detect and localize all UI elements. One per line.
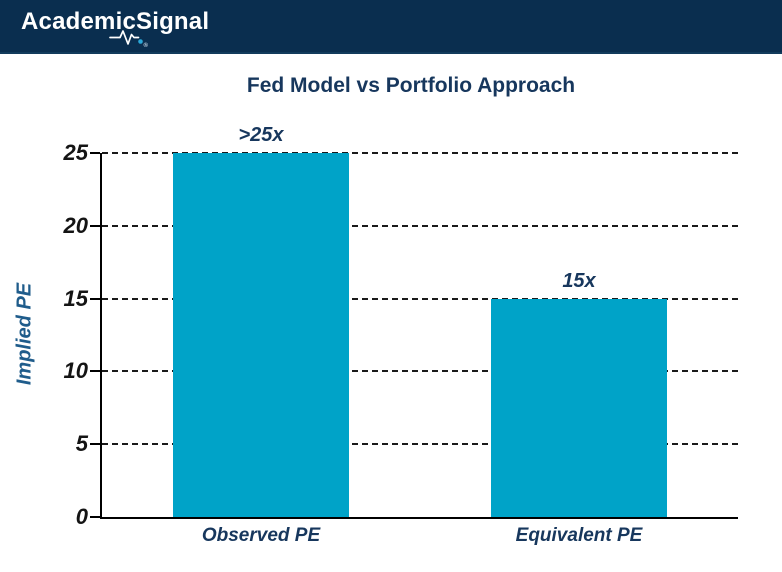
y-tick-label-5: 5 [75, 431, 88, 457]
app-header: AcademicSignal ® [0, 0, 782, 54]
logo-text-signal-wrap: Signal ® [109, 8, 210, 49]
y-tick-5 [90, 443, 100, 446]
gridline-15 [102, 297, 738, 300]
y-tick-label-0: 0 [75, 504, 88, 529]
x-category-label-1: Observed PE [201, 525, 321, 546]
bar-2 [491, 298, 667, 517]
logo: AcademicSignal ® [21, 8, 210, 49]
logo-text-signal: Signal [136, 8, 210, 35]
pulse-dot [138, 39, 143, 44]
gridline-25 [102, 152, 738, 154]
y-tick-label-20: 20 [63, 212, 88, 238]
gridline-5 [102, 443, 738, 446]
y-tick-10 [90, 370, 100, 373]
y-tick-20 [90, 224, 100, 227]
y-tick-label-10: 10 [63, 358, 88, 384]
bar-value-label-1: >25x [238, 124, 284, 146]
y-axis-title: Implied PE [13, 282, 36, 386]
y-tick-25 [90, 152, 100, 154]
x-category-label-2: Equivalent PE [515, 525, 643, 546]
y-tick-label-15: 15 [63, 285, 88, 311]
bar-1 [173, 153, 349, 517]
chart-title: Fed Model vs Portfolio Approach [246, 74, 576, 97]
registered-mark-glyph: ® [144, 42, 149, 49]
gridline-20 [102, 224, 738, 227]
y-tick-15 [90, 297, 100, 300]
y-tick-0 [90, 516, 100, 518]
plot-area: 0 5 10 15 20 25 >25x Observed PE 15x Equivalent P… [64, 124, 738, 546]
bar-value-label-2: 15x [562, 269, 596, 292]
gridline-10 [102, 370, 738, 373]
logo-text-academic: Academic [21, 8, 136, 35]
y-tick-label-25: 25 [63, 140, 88, 165]
